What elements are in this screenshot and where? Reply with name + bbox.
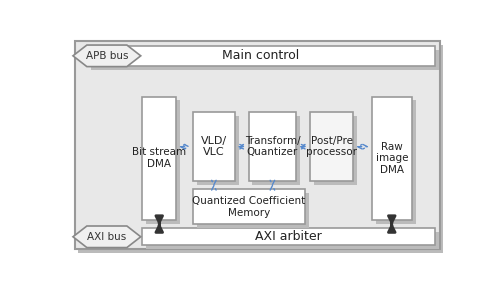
Bar	[146, 100, 180, 224]
Text: APB bus: APB bus	[86, 51, 128, 61]
Text: VLD/
VLC: VLD/ VLC	[201, 136, 227, 157]
Text: Raw
image
DMA: Raw image DMA	[376, 142, 408, 175]
Polygon shape	[73, 45, 141, 67]
Text: Bit stream
DMA: Bit stream DMA	[132, 147, 186, 169]
Bar	[248, 112, 296, 181]
Bar	[87, 46, 435, 66]
Bar	[310, 112, 354, 181]
Bar	[142, 97, 176, 220]
Polygon shape	[73, 226, 141, 248]
Text: Quantized Coefficient
Memory: Quantized Coefficient Memory	[192, 196, 306, 218]
Bar	[193, 189, 305, 225]
Text: AXI bus: AXI bus	[87, 232, 126, 242]
Bar	[252, 116, 300, 185]
Bar	[90, 50, 438, 70]
Bar	[314, 116, 357, 185]
Text: AXI arbiter: AXI arbiter	[255, 230, 322, 243]
Bar	[193, 112, 234, 181]
Bar	[197, 193, 308, 228]
Bar	[197, 116, 238, 185]
Text: Transform/
Quantizer: Transform/ Quantizer	[244, 136, 300, 157]
Bar	[142, 228, 435, 245]
Bar	[146, 232, 438, 249]
Text: Post/Pre
processor: Post/Pre processor	[306, 136, 357, 157]
Bar	[372, 97, 412, 220]
Bar	[376, 100, 416, 224]
Text: Main control: Main control	[222, 49, 300, 62]
